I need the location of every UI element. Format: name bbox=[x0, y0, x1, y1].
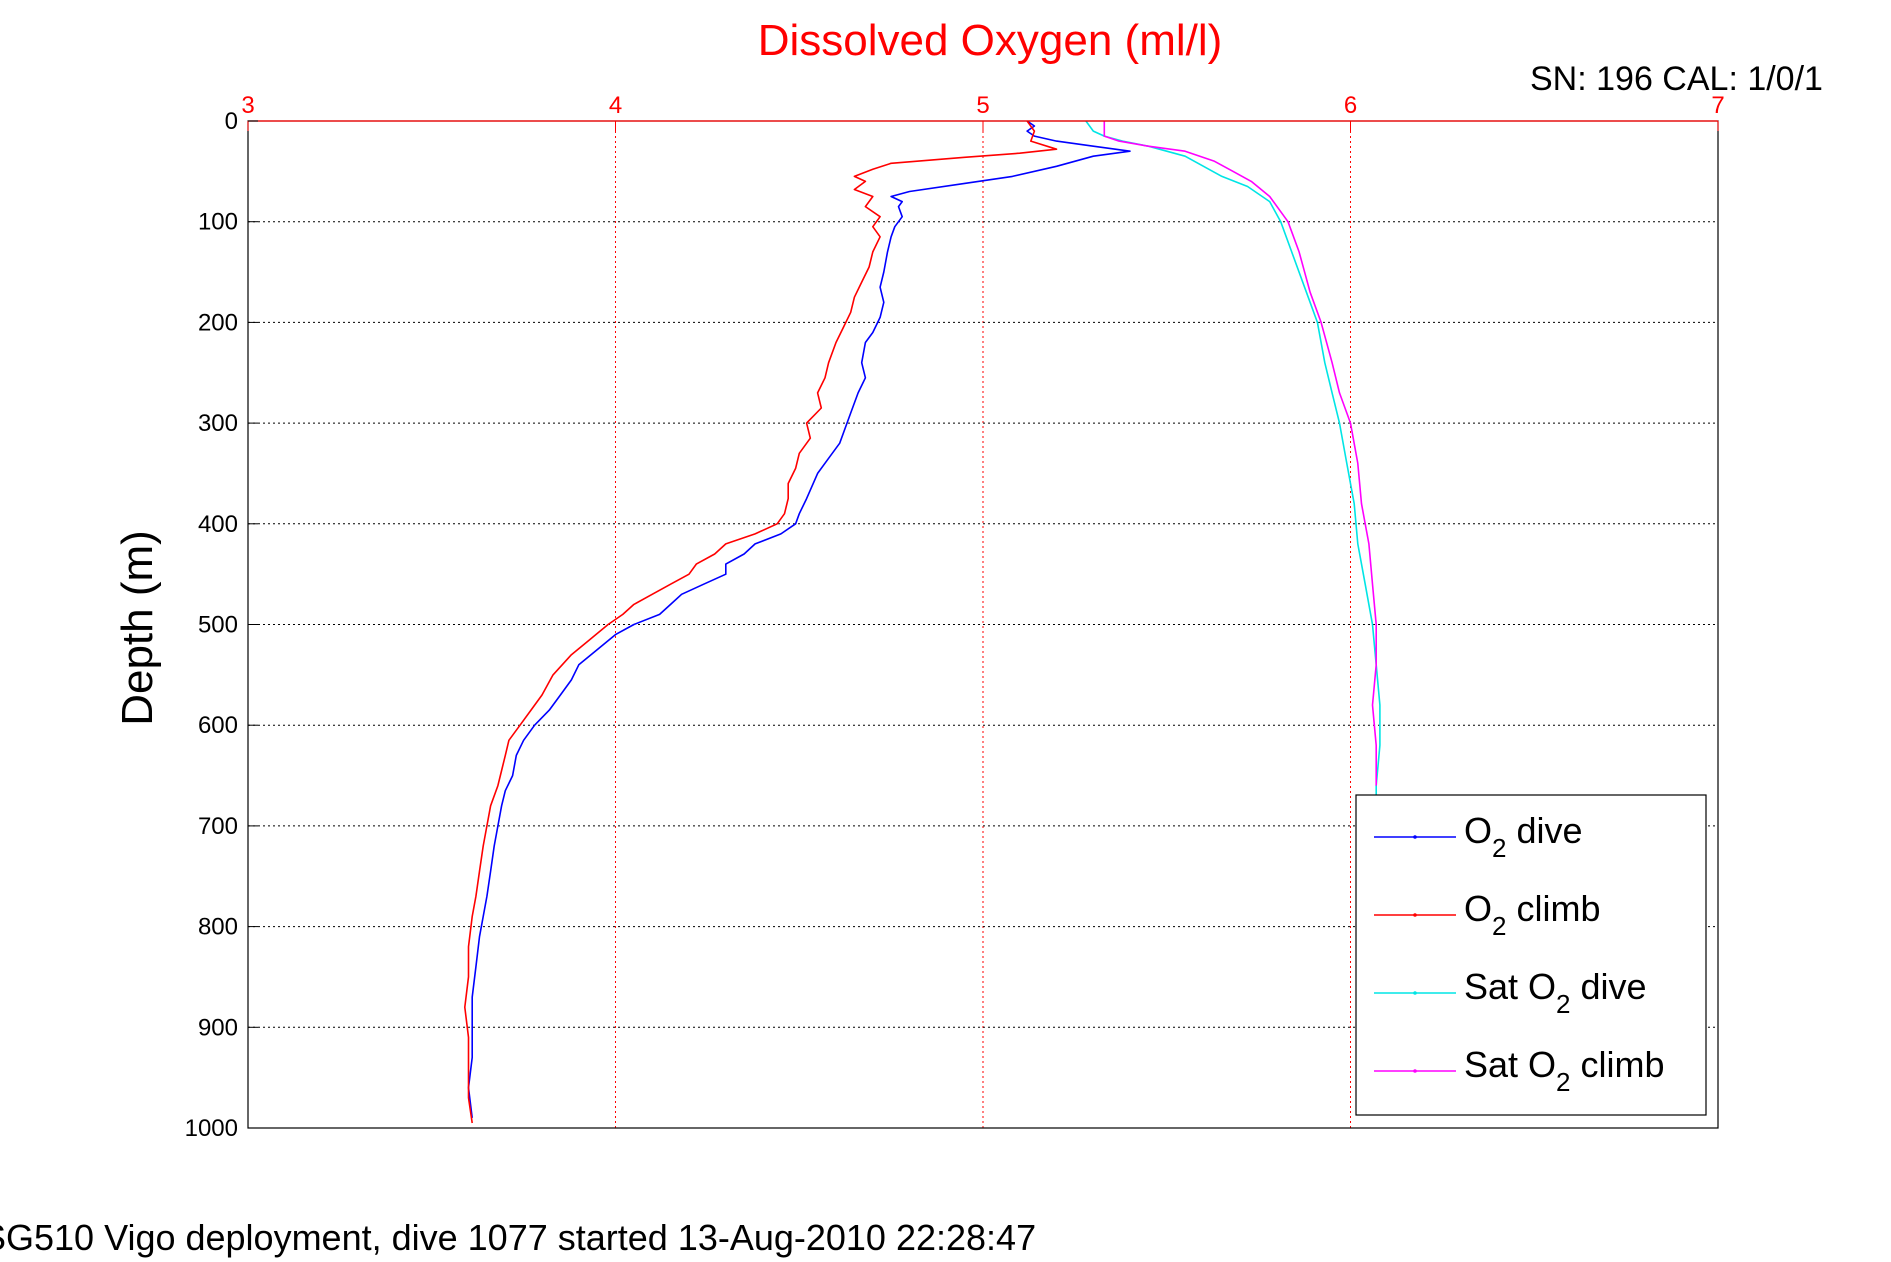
y-tick-label: 0 bbox=[225, 108, 238, 135]
y-tick-label: 700 bbox=[198, 813, 238, 840]
gridlines bbox=[248, 121, 1718, 1128]
y-axis-ticks: 0 100 200 300 400 500 600 700 800 900 1000 bbox=[185, 108, 258, 1142]
x-tick-label: 7 bbox=[1711, 92, 1724, 119]
series-line-1 bbox=[467, 120, 1131, 1118]
x-tick-label: 5 bbox=[976, 92, 989, 119]
legend-label: Sat O2 climb bbox=[1464, 1044, 1665, 1097]
x-axis-ticks: 3 4 5 6 7 bbox=[241, 92, 1725, 131]
y-tick-label: 600 bbox=[198, 712, 238, 739]
serial-cal-label: SN: 196 CAL: 1/0/1 bbox=[1530, 60, 1823, 98]
series-line-4 bbox=[1103, 121, 1377, 786]
legend-marker bbox=[1413, 835, 1417, 839]
x-tick-label: 3 bbox=[241, 92, 254, 119]
y-axis-label: Depth (m) bbox=[113, 530, 162, 726]
legend: O2 dive O2 climb Sat O2 dive Sat O2 climb bbox=[1355, 794, 1707, 1116]
y-tick-label: 300 bbox=[198, 410, 238, 437]
dive-caption: SG510 Vigo deployment, dive 1077 started… bbox=[0, 1217, 1036, 1258]
y-tick-label: 800 bbox=[198, 914, 238, 941]
y-tick-label: 100 bbox=[198, 209, 238, 236]
legend-box bbox=[1355, 794, 1707, 1116]
y-tick-label: 200 bbox=[198, 309, 238, 336]
legend-marker bbox=[1413, 1069, 1417, 1073]
legend-marker bbox=[1413, 913, 1417, 917]
y-tick-label: 1000 bbox=[185, 1115, 238, 1142]
series-line-3 bbox=[1085, 120, 1381, 806]
x-tick-label: 6 bbox=[1344, 92, 1357, 119]
legend-label: O2 dive bbox=[1464, 810, 1583, 863]
legend-marker bbox=[1413, 991, 1417, 995]
x-tick-label: 4 bbox=[609, 92, 622, 119]
chart-title: Dissolved Oxygen (ml/l) bbox=[758, 16, 1223, 65]
series-layer bbox=[464, 120, 1381, 1124]
legend-label: O2 climb bbox=[1464, 888, 1601, 941]
y-tick-label: 400 bbox=[198, 511, 238, 538]
y-tick-label: 500 bbox=[198, 612, 238, 639]
y-tick-label: 900 bbox=[198, 1014, 238, 1041]
legend-label: Sat O2 dive bbox=[1464, 966, 1647, 1019]
series-line-2 bbox=[464, 120, 1058, 1124]
